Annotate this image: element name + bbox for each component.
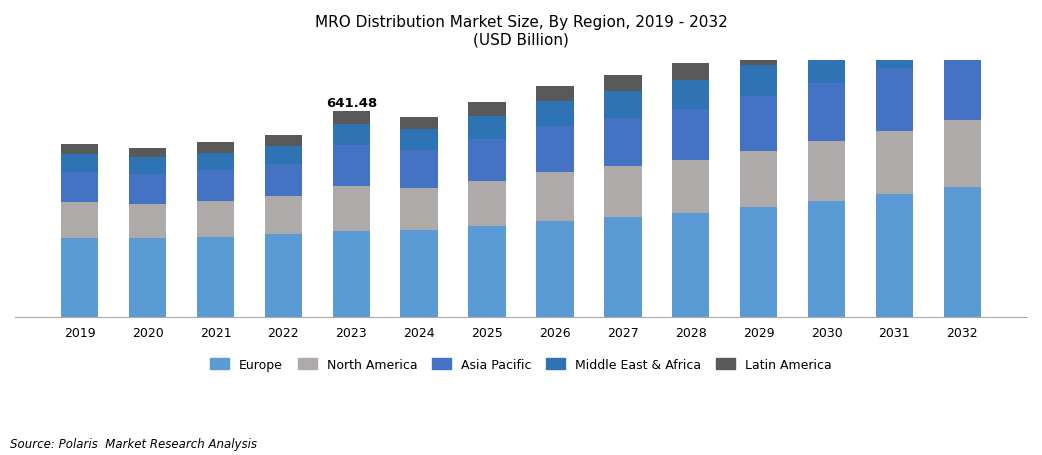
Bar	[604, 92, 642, 119]
Bar	[129, 239, 167, 318]
Bar	[197, 202, 234, 238]
Bar	[265, 197, 302, 235]
Bar	[332, 111, 370, 125]
Bar	[740, 66, 777, 97]
Bar	[672, 81, 710, 110]
Bar	[197, 153, 234, 171]
Bar	[265, 235, 302, 318]
Text: 641.48: 641.48	[326, 97, 377, 110]
Bar	[332, 145, 370, 187]
Bar	[672, 110, 710, 161]
Bar	[61, 155, 98, 172]
Bar	[740, 208, 777, 318]
Bar	[808, 202, 845, 318]
Bar	[604, 119, 642, 167]
Bar	[265, 147, 302, 165]
Bar	[400, 130, 438, 151]
Title: MRO Distribution Market Size, By Region, 2019 - 2032
(USD Billion): MRO Distribution Market Size, By Region,…	[315, 15, 727, 47]
Bar	[944, 0, 981, 15]
Bar	[197, 143, 234, 153]
Bar	[129, 175, 167, 204]
Bar	[740, 97, 777, 152]
Bar	[604, 167, 642, 217]
Bar	[944, 121, 981, 187]
Bar	[537, 172, 573, 222]
Bar	[740, 48, 777, 66]
Bar	[129, 148, 167, 158]
Bar	[537, 127, 573, 172]
Text: Source: Polaris  Market Research Analysis: Source: Polaris Market Research Analysis	[10, 437, 257, 450]
Bar	[61, 203, 98, 238]
Bar	[332, 187, 370, 232]
Bar	[61, 144, 98, 155]
Bar	[537, 222, 573, 318]
Bar	[808, 51, 845, 84]
Bar	[265, 136, 302, 147]
Bar	[808, 142, 845, 202]
Bar	[332, 232, 370, 318]
Bar	[469, 103, 505, 116]
Bar	[469, 140, 505, 181]
Bar	[672, 213, 710, 318]
Bar	[129, 204, 167, 239]
Bar	[740, 152, 777, 208]
Bar	[537, 87, 573, 102]
Bar	[469, 116, 505, 140]
Bar	[265, 165, 302, 197]
Bar	[400, 189, 438, 230]
Bar	[944, 15, 981, 54]
Bar	[400, 230, 438, 318]
Bar	[944, 54, 981, 121]
Bar	[875, 12, 913, 33]
Bar	[672, 161, 710, 213]
Bar	[944, 187, 981, 318]
Bar	[875, 131, 913, 194]
Bar	[129, 158, 167, 175]
Bar	[537, 102, 573, 127]
Bar	[808, 31, 845, 51]
Bar	[604, 217, 642, 318]
Bar	[332, 125, 370, 145]
Bar	[672, 64, 710, 81]
Bar	[400, 118, 438, 130]
Bar	[808, 84, 845, 142]
Legend: Europe, North America, Asia Pacific, Middle East & Africa, Latin America: Europe, North America, Asia Pacific, Mid…	[205, 353, 837, 376]
Bar	[604, 76, 642, 92]
Bar	[197, 238, 234, 318]
Bar	[875, 33, 913, 69]
Bar	[61, 172, 98, 203]
Bar	[61, 238, 98, 318]
Bar	[469, 181, 505, 226]
Bar	[469, 226, 505, 318]
Bar	[197, 171, 234, 202]
Bar	[400, 151, 438, 189]
Bar	[875, 69, 913, 131]
Bar	[875, 194, 913, 318]
